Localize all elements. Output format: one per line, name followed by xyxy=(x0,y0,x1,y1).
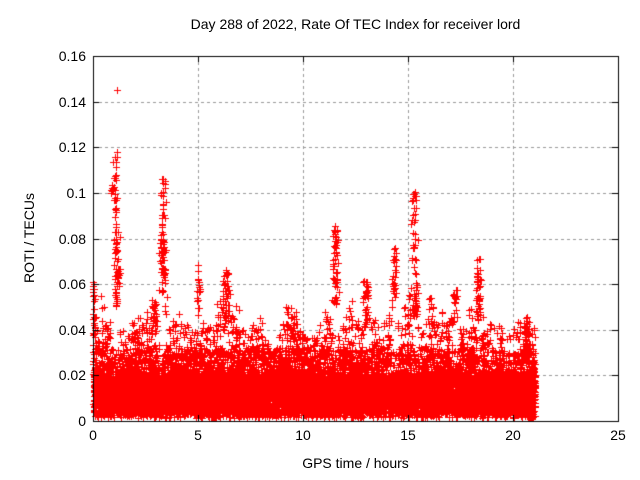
x-tick-label: 10 xyxy=(295,427,311,443)
y-tick-label: 0.08 xyxy=(58,230,86,247)
y-tick-label: 0 xyxy=(78,413,86,429)
x-axis-label: GPS time / hours xyxy=(302,455,409,471)
x-tick-label: 5 xyxy=(194,427,202,443)
y-tick-label: 0.14 xyxy=(58,93,86,110)
chart-title: Day 288 of 2022, Rate Of TEC Index for r… xyxy=(190,16,521,32)
y-tick-label: 0.04 xyxy=(58,321,86,338)
y-tick-label: 0.02 xyxy=(58,367,86,384)
x-tick-label: 20 xyxy=(505,427,521,443)
x-tick-label: 15 xyxy=(400,427,416,443)
y-tick-label: 0.16 xyxy=(58,48,86,64)
y-tick-label: 0.1 xyxy=(66,184,86,201)
x-tick-label: 25 xyxy=(610,427,626,443)
y-tick-label: 0.12 xyxy=(58,139,86,156)
y-tick-label: 0.06 xyxy=(58,276,86,293)
x-tick-label: 0 xyxy=(89,427,97,443)
